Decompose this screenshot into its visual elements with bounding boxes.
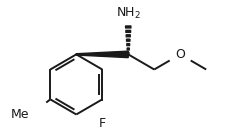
- Polygon shape: [76, 51, 128, 58]
- Polygon shape: [126, 30, 131, 32]
- Polygon shape: [126, 26, 131, 28]
- Text: NH$_2$: NH$_2$: [116, 6, 141, 21]
- Text: Me: Me: [11, 108, 29, 121]
- Text: F: F: [99, 117, 106, 130]
- Text: O: O: [175, 48, 185, 61]
- Polygon shape: [126, 39, 130, 41]
- Polygon shape: [126, 35, 130, 37]
- Polygon shape: [127, 44, 130, 46]
- Polygon shape: [127, 48, 129, 50]
- Polygon shape: [128, 52, 129, 54]
